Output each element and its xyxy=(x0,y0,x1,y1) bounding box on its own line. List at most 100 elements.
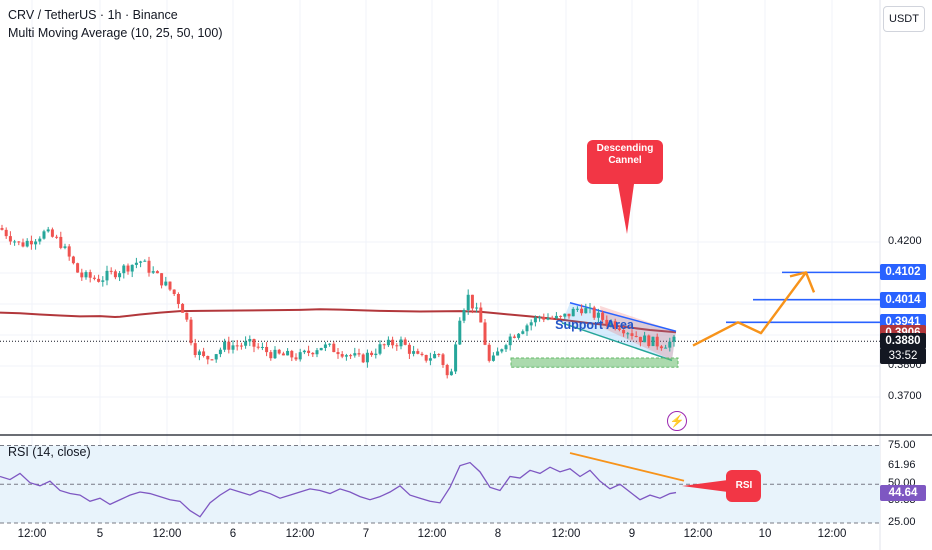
candle-body xyxy=(412,351,416,354)
candle-body xyxy=(462,310,466,321)
candle-body xyxy=(609,321,613,325)
candle-body xyxy=(458,320,462,345)
descending-channel-label: Descending Cannel xyxy=(596,143,654,166)
time-tick-label: 12:00 xyxy=(683,528,713,540)
candle-body xyxy=(239,345,243,347)
candle-body xyxy=(88,272,92,278)
candle-body xyxy=(538,317,542,319)
rsi-divergence-line xyxy=(569,452,685,482)
candle-body xyxy=(651,336,655,347)
candle-body xyxy=(416,351,420,354)
candles xyxy=(0,224,676,379)
lightning-icon[interactable]: ⚡ xyxy=(667,411,687,431)
candle-body xyxy=(491,355,495,361)
time-tick-label: 6 xyxy=(229,528,237,540)
candle-body xyxy=(344,355,348,357)
candle-body xyxy=(42,231,46,239)
candle-body xyxy=(273,349,277,359)
candle-body xyxy=(529,322,533,326)
candle-body xyxy=(134,262,138,265)
candle-body xyxy=(588,307,592,309)
time-tick-label: 10 xyxy=(758,528,772,540)
candle-body xyxy=(92,277,96,279)
last-price-tag: 0.3880 xyxy=(880,333,926,350)
candle-body xyxy=(580,308,584,314)
candle-body xyxy=(584,308,588,314)
candle-body xyxy=(189,319,193,344)
price-tick-label: 0.3700 xyxy=(888,390,922,402)
candle-body xyxy=(323,344,327,348)
candle-body xyxy=(38,238,42,242)
candle-body xyxy=(559,315,563,317)
candle-body xyxy=(353,353,357,356)
time-tick-label: 5 xyxy=(96,528,104,540)
candle-body xyxy=(617,328,621,330)
candle-body xyxy=(643,335,647,343)
candle-body xyxy=(294,357,298,360)
time-tick-label: 12:00 xyxy=(152,528,182,540)
candle-body xyxy=(252,338,256,347)
candle-body xyxy=(630,333,634,336)
candle-body xyxy=(46,229,50,232)
price-level-tag: 0.4014 xyxy=(880,291,926,308)
currency-button[interactable]: USDT xyxy=(883,6,925,32)
time-tick-label: 8 xyxy=(494,528,502,540)
candle-body xyxy=(164,281,168,286)
candle-body xyxy=(470,294,474,309)
candle-body xyxy=(8,236,12,242)
candle-body xyxy=(659,346,663,349)
candle-body xyxy=(248,338,252,342)
price-level-tag: 0.4102 xyxy=(880,264,926,281)
candle-body xyxy=(433,354,437,359)
rsi-tick-label: 61.96 xyxy=(888,458,916,471)
candle-body xyxy=(13,241,17,243)
candle-body xyxy=(328,343,332,345)
support-area-rect xyxy=(510,357,679,368)
projection-arrowhead xyxy=(789,271,816,293)
candle-body xyxy=(500,349,504,352)
time-tick-label: 12:00 xyxy=(817,528,847,540)
candle-body xyxy=(428,358,432,361)
candle-body xyxy=(202,351,206,356)
candle-body xyxy=(638,336,642,343)
support-area-box[interactable] xyxy=(510,357,679,368)
candle-body xyxy=(290,350,294,358)
candle-body xyxy=(4,229,8,237)
candle-body xyxy=(206,355,210,360)
candle-body xyxy=(67,246,71,257)
candle-body xyxy=(525,325,529,332)
candle-body xyxy=(475,307,479,309)
candle-body xyxy=(80,272,84,278)
moving-average xyxy=(0,308,677,334)
time-tick-label: 12:00 xyxy=(417,528,447,540)
candle-body xyxy=(277,349,281,354)
candle-body xyxy=(55,236,59,238)
candle-body xyxy=(349,355,353,357)
candle-body xyxy=(575,308,579,310)
candle-body xyxy=(601,312,605,320)
candle-body xyxy=(332,343,336,353)
candle-body xyxy=(626,333,630,335)
candle-body xyxy=(155,271,159,274)
rsi-value-tag: 44.64 xyxy=(880,484,926,501)
candle-body xyxy=(307,350,311,353)
rsi-pane xyxy=(0,452,685,518)
candle-body xyxy=(655,336,659,347)
candle-body xyxy=(370,352,374,356)
candle-body xyxy=(260,346,264,348)
candle-body xyxy=(63,246,67,248)
candle-body xyxy=(172,289,176,295)
projection-arrow xyxy=(692,271,816,347)
candle-body xyxy=(25,240,29,247)
time-tick-label: 9 xyxy=(628,528,636,540)
candle-body xyxy=(130,264,134,272)
candle-body xyxy=(533,317,537,323)
candle-body xyxy=(298,352,302,360)
candle-body xyxy=(97,278,101,282)
countdown-tag: 33:52 xyxy=(880,348,926,365)
projection-path xyxy=(692,271,807,347)
candle-body xyxy=(147,260,151,273)
candle-body xyxy=(185,312,189,320)
candle-body xyxy=(521,331,525,334)
